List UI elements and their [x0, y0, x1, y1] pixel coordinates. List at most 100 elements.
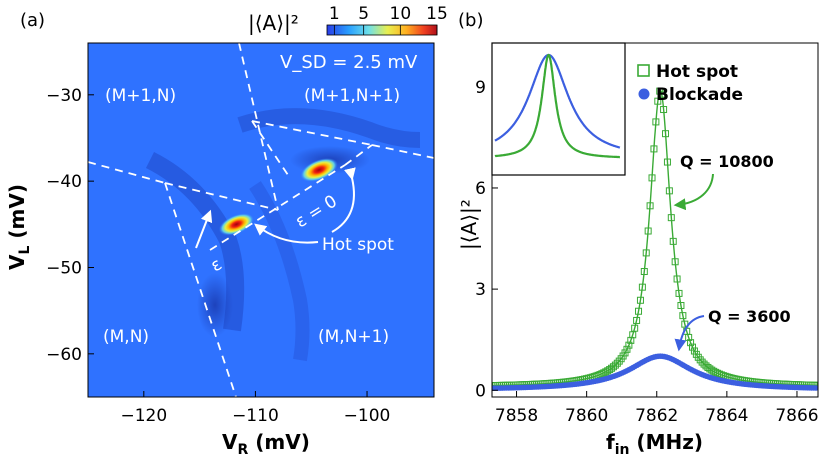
y-tick-label: −50 — [46, 258, 82, 278]
inset-line-blockade — [494, 53, 621, 149]
panel-b-label: (b) — [458, 10, 483, 31]
boundary-upper-diag — [251, 120, 291, 179]
x-tick-label: 7858 — [495, 406, 538, 426]
hot-spots — [218, 158, 338, 236]
region-m-n: (M,N) — [103, 327, 149, 347]
blockade-edge-left — [145, 151, 245, 332]
data-point-hot-spot — [662, 130, 670, 138]
data-point-hot-spot — [696, 356, 704, 364]
boundary-upper-right — [344, 144, 373, 166]
data-point-hot-spot — [654, 97, 662, 105]
blockade-edge-mid — [249, 181, 310, 362]
panel-a-label: (a) — [20, 10, 45, 31]
resonance-curves — [492, 87, 818, 392]
epsilon-zero-arrow — [331, 167, 356, 233]
vsd-annotation: V_SD = 2.5 mV — [280, 52, 418, 73]
boundary-top — [238, 42, 279, 211]
data-point-hot-spot — [685, 333, 693, 341]
hot-spot-arrow — [254, 223, 319, 244]
y-tick-label: −30 — [46, 86, 82, 106]
colorbar-tick-label: 10 — [390, 4, 412, 24]
y-tick-label: 6 — [475, 179, 486, 199]
x-tick-label: 7862 — [635, 406, 678, 426]
data-point-hot-spot — [698, 358, 706, 366]
plot-frame — [491, 42, 819, 398]
y-tick-label: 0 — [475, 381, 486, 401]
region-m1-n1: (M+1,N+1) — [304, 86, 400, 106]
y-tick-label: 3 — [475, 280, 486, 300]
x-tick-label: 7860 — [565, 406, 608, 426]
legend-blockade: Blockade — [656, 85, 743, 105]
colorbar-label: |⟨A⟩|² — [248, 11, 299, 35]
data-point-hot-spot — [679, 312, 687, 320]
colorbar — [326, 24, 438, 36]
hot-spot-1 — [300, 158, 338, 182]
data-point-hot-spot — [623, 345, 631, 353]
epsilon-arrow — [195, 209, 213, 249]
data-point-hot-spot — [633, 316, 641, 324]
colorbar-ticks: 1 5 10 15 — [329, 4, 448, 35]
legend-hot-spot: Hot spot — [656, 62, 738, 82]
heatmap-background — [88, 43, 434, 397]
y-tick-label: −60 — [46, 345, 82, 365]
data-point-hot-spot — [671, 258, 679, 266]
boundary-mid — [164, 182, 279, 211]
x-tick-label: −120 — [120, 406, 167, 426]
inset-curves — [494, 53, 621, 159]
data-point-hot-spot — [621, 349, 629, 357]
q-blockade-label: Q = 3600 — [708, 307, 791, 326]
plot-xlabel: fin (MHz) — [606, 430, 703, 458]
colorbar-tick-label: 5 — [358, 4, 369, 24]
heatmap-frame — [87, 42, 435, 398]
data-point-hot-spot — [636, 296, 644, 304]
inset-line-hot-spot — [494, 53, 620, 159]
data-point-hot-spot — [631, 324, 639, 332]
data-point-hot-spot — [648, 174, 656, 182]
data-point-hot-spot — [687, 339, 695, 347]
data-point-hot-spot — [673, 275, 681, 283]
x-tick-label: −100 — [344, 406, 391, 426]
q-blockade-arrow — [674, 315, 705, 352]
data-point-hot-spot — [663, 158, 671, 166]
data-point-hot-spot — [677, 302, 685, 310]
legend-blockade-marker — [638, 88, 650, 100]
plot-axes: 7858 7860 7862 7864 7866 0 3 6 9 — [475, 78, 818, 426]
y-tick-label: −40 — [46, 172, 82, 192]
boundary-right — [371, 144, 435, 159]
x-tick-label: −110 — [232, 406, 279, 426]
data-point-hot-spot — [609, 363, 617, 371]
heatmap-axes: −120 −110 −100 −30 −40 −50 −60 — [46, 86, 390, 426]
heatmap-xlabel: VR (mV) — [222, 430, 310, 458]
data-point-hot-spot — [652, 118, 660, 126]
heatmap-ylabel: VL (mV) — [5, 184, 33, 270]
data-point-hot-spot — [615, 357, 623, 365]
data-point-hot-spot — [646, 202, 654, 210]
data-point-hot-spot — [675, 289, 683, 297]
data-point-hot-spot — [665, 187, 673, 195]
data-point-hot-spot — [602, 368, 610, 376]
charge-boundaries — [87, 42, 435, 398]
hot-spot-label: Hot spot — [322, 235, 394, 255]
plot-ylabel: |⟨A⟩|² — [457, 199, 481, 250]
data-point-hot-spot — [642, 249, 650, 257]
region-m-n1: (M,N+1) — [318, 327, 389, 347]
y-tick-label: 9 — [475, 78, 486, 98]
data-point-hot-spot — [625, 341, 633, 349]
data-point-blockade — [813, 385, 818, 391]
data-point-hot-spot — [629, 331, 637, 339]
hot-spot-2 — [218, 213, 255, 236]
heatmap — [88, 43, 434, 397]
blockade-edge-top — [237, 108, 421, 148]
data-point-hot-spot — [635, 307, 643, 315]
data-point-hot-spot — [644, 227, 652, 235]
blockade-shadow — [197, 273, 233, 337]
data-point-hot-spot — [650, 145, 658, 153]
data-point-hot-spot — [638, 283, 646, 291]
detuning-axis — [209, 164, 346, 251]
legend-hot-spot-marker — [637, 64, 650, 77]
region-m1-n: (M+1,N) — [105, 86, 176, 106]
x-tick-label: 7866 — [775, 406, 818, 426]
data-point-hot-spot — [660, 106, 668, 114]
q-hot-spot-label: Q = 10800 — [680, 152, 774, 171]
